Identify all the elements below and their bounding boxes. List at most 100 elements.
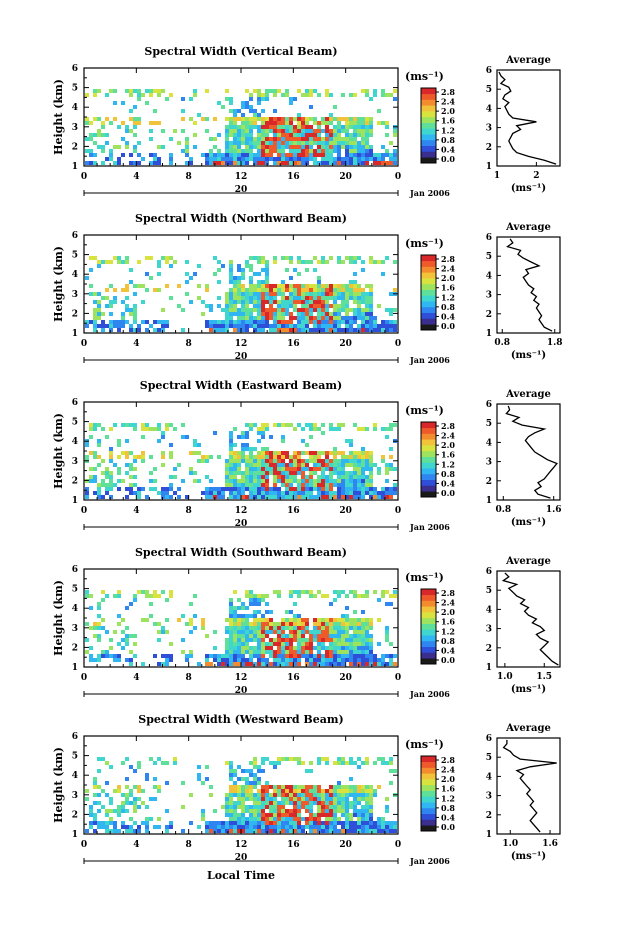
heatmap-cell <box>389 324 393 328</box>
heatmap-cell <box>289 423 293 427</box>
heatmap-cell <box>317 809 321 813</box>
heatmap-cell <box>345 117 349 121</box>
heatmap-cell <box>137 121 141 125</box>
heatmap-cell <box>337 260 341 264</box>
heatmap-cell <box>245 324 249 328</box>
heatmap-cell <box>233 133 237 137</box>
heatmap-cell <box>237 801 241 805</box>
heatmap-cell <box>245 101 249 105</box>
panel-4: Spectral Width (Southward Beam)123456Hei… <box>52 546 561 699</box>
heatmap-cell <box>329 423 333 427</box>
heatmap-cell <box>297 495 301 499</box>
heatmap-cell <box>265 324 269 328</box>
heatmap-cell <box>269 129 273 133</box>
colorbar-segment <box>421 761 436 768</box>
heatmap-cell <box>137 491 141 495</box>
heatmap-cell <box>385 479 389 483</box>
heatmap-cell <box>157 825 161 829</box>
heatmap-cell <box>393 491 397 495</box>
heatmap-cell <box>369 646 373 650</box>
heatmap-cell <box>169 296 173 300</box>
heatmap-cell <box>125 320 129 324</box>
heatmap-cell <box>317 451 321 455</box>
colorbar-tick-label: 0.4 <box>441 812 455 822</box>
heatmap-cell <box>369 316 373 320</box>
heatmap-cell <box>369 324 373 328</box>
heatmap-cell <box>349 622 353 626</box>
heatmap-cell <box>285 483 289 487</box>
heatmap-cell <box>225 320 229 324</box>
heatmap-cell <box>305 821 309 825</box>
heatmap-cell <box>329 805 333 809</box>
heatmap-cell <box>261 129 265 133</box>
heatmap-cell <box>265 149 269 153</box>
heatmap-cell <box>353 479 357 483</box>
heatmap-cell <box>225 89 229 93</box>
heatmap-cell <box>133 292 137 296</box>
heatmap-cell <box>365 324 369 328</box>
heatmap-cell <box>329 288 333 292</box>
heatmap-cell <box>109 153 113 157</box>
heatmap-cell <box>325 117 329 121</box>
heatmap-cell <box>349 324 353 328</box>
heatmap-cell <box>205 777 209 781</box>
heatmap-cell <box>257 133 261 137</box>
y-tick-label: 6 <box>72 565 78 575</box>
average-frame <box>496 737 561 835</box>
heatmap-cell <box>249 614 253 618</box>
heatmap-cell <box>269 654 273 658</box>
heatmap-cell <box>137 455 141 459</box>
heatmap-cell <box>233 292 237 296</box>
heatmap-cell <box>285 825 289 829</box>
heatmap-cell <box>101 618 105 622</box>
heatmap-cell <box>133 809 137 813</box>
heatmap-cell <box>253 825 257 829</box>
heatmap-cell <box>213 145 217 149</box>
heatmap-cell <box>329 312 333 316</box>
heatmap-cell <box>305 630 309 634</box>
heatmap-cell <box>237 662 241 666</box>
heatmap-cell <box>385 427 389 431</box>
heatmap-cell <box>245 312 249 316</box>
heatmap-cell <box>301 145 305 149</box>
heatmap-cell <box>245 829 249 833</box>
heatmap-cell <box>249 805 253 809</box>
heatmap-cell <box>341 320 345 324</box>
heatmap-cell <box>277 817 281 821</box>
heatmap-cell <box>273 93 277 97</box>
heatmap-cell <box>361 133 365 137</box>
heatmap-cell <box>225 483 229 487</box>
heatmap-cell <box>97 312 101 316</box>
heatmap-cell <box>257 141 261 145</box>
y-tick-label: 4 <box>72 270 78 280</box>
heatmap-cell <box>261 121 265 125</box>
heatmap-cell <box>221 829 225 833</box>
heatmap-cell <box>241 809 245 813</box>
heatmap-cell <box>225 125 229 129</box>
average-y-tick-label: 6 <box>486 734 492 744</box>
heatmap-cell <box>281 288 285 292</box>
heatmap-cell <box>185 260 189 264</box>
heatmap-cell <box>361 805 365 809</box>
heatmap-cell <box>105 133 109 137</box>
heatmap-cell <box>337 626 341 630</box>
heatmap-cell <box>373 654 377 658</box>
heatmap-cell <box>161 761 165 765</box>
heatmap-cell <box>281 817 285 821</box>
heatmap-cell <box>305 650 309 654</box>
heatmap-cell <box>301 149 305 153</box>
heatmap-cell <box>161 256 165 260</box>
heatmap-cell <box>365 761 369 765</box>
heatmap-cell <box>297 479 301 483</box>
heatmap-cell <box>389 320 393 324</box>
heatmap-cell <box>365 626 369 630</box>
heatmap-cell <box>165 320 169 324</box>
heatmap-cell <box>121 793 125 797</box>
heatmap-cell <box>233 479 237 483</box>
heatmap-cell <box>253 773 257 777</box>
heatmap-cell <box>233 642 237 646</box>
heatmap-cell <box>193 451 197 455</box>
heatmap-cell <box>221 153 225 157</box>
heatmap-cell <box>237 435 241 439</box>
heatmap-cell <box>217 161 221 165</box>
